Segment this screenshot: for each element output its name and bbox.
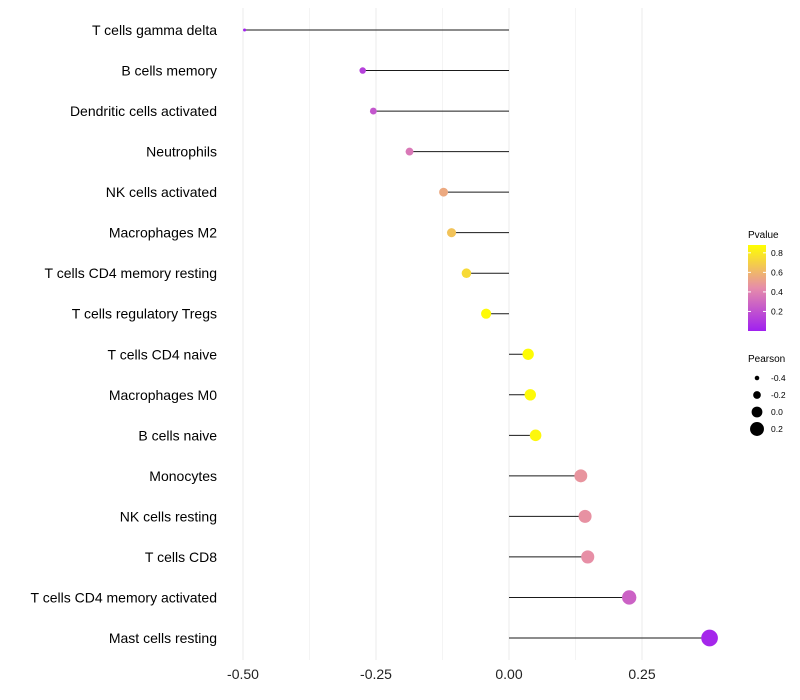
category-label: B cells naive	[138, 427, 217, 443]
category-label: T cells gamma delta	[92, 22, 217, 38]
color-legend-tick-label: 0.6	[771, 267, 783, 277]
category-label: T cells CD4 memory resting	[45, 265, 217, 281]
size-legend-key	[754, 375, 760, 381]
size-legend-key	[750, 422, 764, 436]
category-label: T cells CD4 naive	[108, 346, 218, 362]
category-label: T cells CD8	[145, 549, 217, 565]
data-point	[581, 550, 595, 564]
color-legend-bar	[748, 245, 766, 331]
data-point	[243, 28, 247, 32]
data-point	[359, 67, 366, 74]
x-tick-label: -0.25	[360, 666, 392, 682]
x-axis-ticks: -0.50 -0.25 0.00 0.25	[227, 666, 656, 682]
category-label: T cells regulatory Tregs	[72, 306, 217, 322]
stems	[244, 29, 710, 639]
category-label: NK cells activated	[106, 184, 217, 200]
data-point	[439, 187, 449, 197]
color-legend-tick-label: 0.4	[771, 287, 783, 297]
category-label: Mast cells resting	[109, 630, 217, 646]
data-point	[369, 107, 377, 115]
category-label: T cells CD4 memory activated	[31, 589, 217, 605]
data-point	[461, 268, 472, 278]
data-point	[701, 629, 718, 647]
category-label: Macrophages M2	[109, 225, 217, 241]
category-label: Dendritic cells activated	[70, 103, 217, 119]
category-label: Neutrophils	[146, 144, 217, 160]
x-tick-label: 0.00	[495, 666, 522, 682]
size-legend-key	[751, 406, 763, 418]
data-point	[622, 590, 637, 605]
size-legend-label: -0.2	[771, 390, 786, 400]
data-point	[524, 389, 536, 401]
color-legend: Pvalue 0.2 0.4 0.6 0.8	[748, 230, 783, 331]
points	[243, 28, 718, 647]
category-label: Macrophages M0	[109, 387, 217, 403]
category-label: B cells memory	[121, 63, 217, 79]
category-label: NK cells resting	[120, 508, 217, 524]
color-legend-tick-label: 0.2	[771, 306, 783, 316]
category-label: Monocytes	[149, 468, 217, 484]
grid	[242, 8, 643, 660]
data-point	[574, 469, 588, 483]
data-point	[446, 228, 457, 238]
data-point	[481, 308, 492, 319]
color-legend-tick-label: 0.8	[771, 248, 783, 258]
category-labels: T cells gamma delta B cells memory Dendrit…	[31, 22, 218, 646]
data-point	[578, 509, 592, 523]
size-legend-label: 0.0	[771, 407, 783, 417]
size-legend-title: Pearson	[748, 354, 785, 365]
size-legend-label: -0.4	[771, 373, 786, 383]
size-legend-label: 0.2	[771, 424, 783, 434]
size-legend-key	[753, 391, 761, 399]
color-legend-title: Pvalue	[748, 230, 779, 241]
size-legend: Pearson -0.4 -0.2 0.0 0.2	[748, 354, 786, 436]
data-point	[522, 348, 534, 360]
data-point	[529, 429, 542, 442]
x-tick-label: -0.50	[227, 666, 259, 682]
x-tick-label: 0.25	[628, 666, 655, 682]
data-point	[405, 147, 414, 156]
